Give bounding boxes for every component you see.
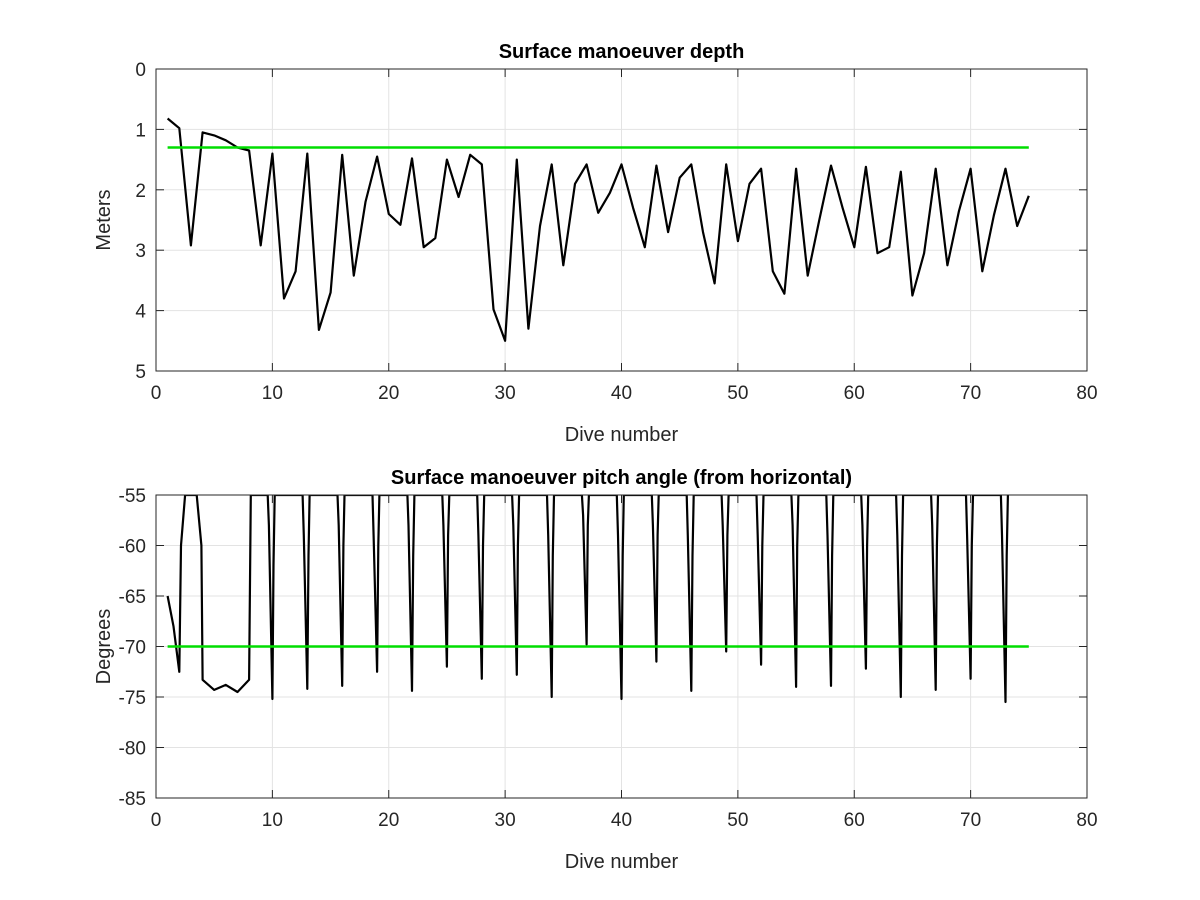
x-tick-label: 20 — [378, 383, 399, 404]
y-tick-label: 1 — [135, 120, 146, 141]
x-tick-label: 10 — [262, 810, 283, 831]
x-tick-label: 70 — [960, 383, 981, 404]
x-tick-label: 60 — [844, 383, 865, 404]
y-tick-label: 4 — [135, 302, 146, 323]
y-axis-label: Meters — [93, 189, 115, 250]
chart-title: Surface manoeuver pitch angle (from hori… — [391, 467, 852, 489]
x-tick-label: 50 — [727, 383, 748, 404]
y-tick-label: -85 — [119, 789, 146, 810]
x-tick-label: 0 — [151, 810, 162, 831]
chart-title: Surface manoeuver depth — [499, 41, 745, 63]
y-tick-label: -80 — [119, 739, 146, 760]
x-tick-label: 40 — [611, 810, 632, 831]
x-tick-label: 40 — [611, 383, 632, 404]
y-tick-label: 3 — [135, 241, 146, 262]
axes-box — [155, 68, 1088, 372]
x-tick-label: 80 — [1076, 810, 1097, 831]
x-tick-label: 20 — [378, 810, 399, 831]
x-axis-label: Dive number — [565, 424, 679, 446]
y-tick-label: -55 — [119, 486, 146, 507]
grid — [156, 69, 1087, 371]
x-tick-label: 80 — [1076, 383, 1097, 404]
y-tick-label: 2 — [135, 181, 146, 202]
pitch-chart: Surface manoeuver pitch angle (from hori… — [93, 467, 1098, 873]
x-tick-label: 0 — [151, 383, 162, 404]
y-tick-label: -60 — [119, 537, 146, 558]
x-tick-label: 70 — [960, 810, 981, 831]
y-tick-label: 0 — [135, 60, 146, 81]
x-tick-label: 30 — [495, 383, 516, 404]
x-tick-label: 50 — [727, 810, 748, 831]
x-axis-label: Dive number — [565, 851, 679, 873]
x-tick-label: 60 — [844, 810, 865, 831]
y-tick-label: -65 — [119, 587, 146, 608]
y-tick-label: -75 — [119, 688, 146, 709]
data-series-line — [166, 495, 1009, 704]
y-tick-label: 5 — [135, 362, 146, 383]
y-axis-label: Degrees — [93, 609, 115, 685]
axes-box — [155, 494, 1088, 799]
depth-chart: Surface manoeuver depth Dive number Mete… — [93, 41, 1098, 446]
x-tick-label: 30 — [495, 810, 516, 831]
x-tick-label: 10 — [262, 383, 283, 404]
y-tick-label: -70 — [119, 638, 146, 659]
data-series-line — [166, 117, 1030, 342]
